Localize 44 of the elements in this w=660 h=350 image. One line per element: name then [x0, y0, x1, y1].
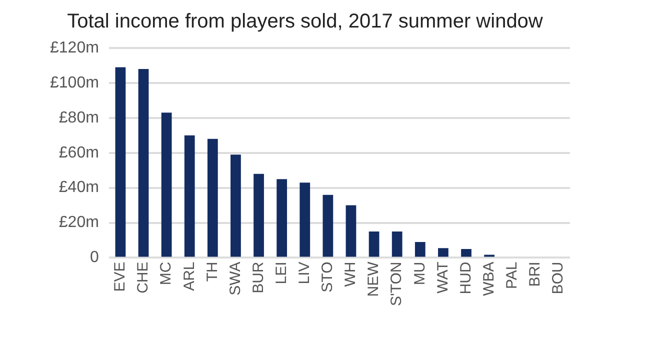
bar	[276, 179, 288, 257]
x-tick-label: SWA	[226, 262, 244, 296]
bar	[322, 194, 334, 257]
x-tick-label: WAT	[434, 262, 452, 294]
x-tick-label: LIV	[296, 262, 314, 284]
x-tick-label: MU	[411, 262, 428, 286]
x-tick-label: WH	[342, 262, 360, 287]
bar	[115, 67, 126, 257]
y-tick-label: £60m	[58, 144, 99, 162]
x-tick-label: NEW	[365, 260, 382, 297]
x-tick-label: BOU	[550, 262, 567, 294]
bar	[438, 248, 448, 257]
x-tick-label: TH	[204, 262, 221, 282]
bar	[230, 154, 241, 257]
y-tick-label: £100m	[50, 74, 99, 92]
x-tick-label: WBA	[480, 262, 498, 296]
bar	[461, 249, 472, 257]
x-tick-label: STO	[319, 262, 336, 292]
x-tick-label: BUR	[250, 262, 267, 294]
x-tick-label: EVE	[112, 262, 129, 292]
bar	[414, 242, 426, 257]
bar	[184, 135, 195, 257]
y-tick-label: £40m	[58, 179, 99, 196]
bar	[392, 232, 402, 257]
x-tick-label: LEI	[272, 262, 290, 284]
y-tick-label: £20m	[58, 214, 99, 232]
bar	[161, 112, 172, 257]
bar	[207, 138, 218, 257]
x-tick-label: HUD	[457, 262, 474, 294]
bar	[368, 232, 380, 257]
y-tick-label: £120m	[50, 39, 99, 56]
bar	[138, 68, 149, 257]
x-tick-label: MC	[158, 262, 175, 286]
x-tick-label: S'TON	[388, 262, 406, 306]
y-tick-label: 0	[90, 249, 100, 266]
bar	[254, 174, 264, 257]
bar	[300, 182, 310, 257]
bar	[346, 205, 356, 257]
x-tick-label: BRI	[526, 262, 544, 287]
x-tick-label: CHE	[134, 262, 152, 294]
chart-title: Total income from players sold, 2017 summer window	[67, 10, 544, 33]
y-tick-label: £80m	[58, 109, 99, 126]
x-tick-label: PAL	[504, 262, 521, 289]
x-tick-label: ARL	[180, 262, 198, 291]
